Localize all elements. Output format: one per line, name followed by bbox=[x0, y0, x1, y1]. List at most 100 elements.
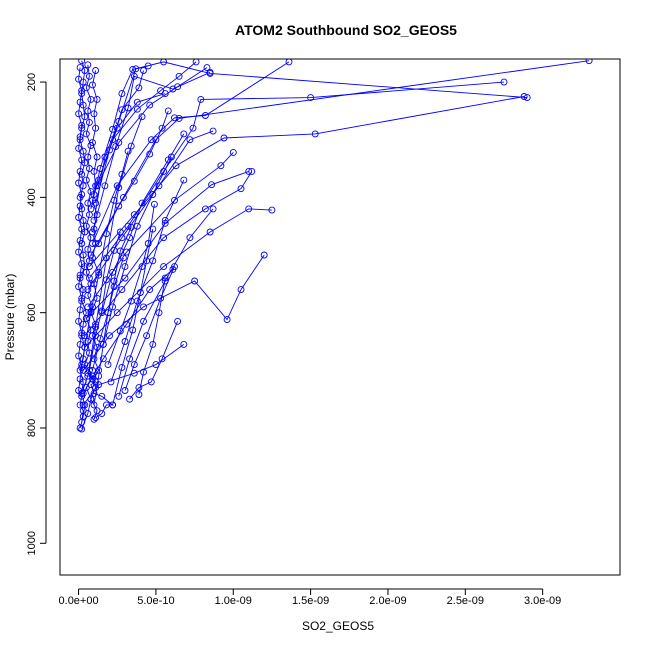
data-point bbox=[93, 211, 101, 219]
data-point bbox=[76, 133, 84, 141]
series-line bbox=[92, 61, 290, 244]
plot-frame bbox=[59, 58, 621, 576]
data-point bbox=[192, 59, 200, 66]
data-point bbox=[106, 146, 113, 154]
data-point bbox=[85, 274, 93, 282]
data-point bbox=[206, 228, 214, 236]
data-point bbox=[161, 274, 169, 282]
data-point bbox=[180, 130, 188, 138]
data-point bbox=[208, 181, 216, 189]
data-point bbox=[82, 130, 90, 138]
series-line bbox=[85, 170, 249, 319]
series-16 bbox=[87, 59, 593, 259]
data-point bbox=[84, 303, 92, 311]
data-point bbox=[78, 389, 86, 397]
series-36 bbox=[90, 254, 127, 409]
data-point bbox=[180, 340, 188, 348]
y-axis: 200 400 600 800 1000 bbox=[26, 73, 47, 556]
series-15 bbox=[85, 93, 528, 271]
data-point bbox=[172, 162, 180, 170]
data-point bbox=[116, 327, 124, 335]
data-point bbox=[174, 317, 182, 325]
data-point bbox=[149, 191, 157, 198]
data-point bbox=[118, 363, 126, 371]
data-point bbox=[124, 147, 132, 155]
data-point bbox=[84, 286, 92, 294]
data-point bbox=[78, 425, 86, 433]
series-32 bbox=[135, 274, 169, 398]
series-18 bbox=[89, 68, 214, 236]
data-point bbox=[98, 307, 106, 315]
data-point bbox=[135, 84, 143, 92]
data-point bbox=[201, 205, 209, 213]
series-line bbox=[138, 278, 166, 395]
data-point bbox=[95, 176, 103, 184]
data-point bbox=[102, 254, 110, 262]
data-point bbox=[191, 277, 199, 285]
data-point bbox=[85, 118, 93, 126]
series-line bbox=[129, 321, 179, 400]
data-point bbox=[92, 124, 100, 132]
data-point bbox=[237, 185, 245, 193]
data-point bbox=[75, 352, 83, 360]
series-line bbox=[78, 67, 84, 423]
data-point bbox=[76, 64, 84, 72]
data-point bbox=[102, 230, 110, 238]
data-point bbox=[78, 121, 86, 129]
data-point bbox=[268, 206, 276, 214]
series-line bbox=[98, 93, 166, 181]
data-point bbox=[136, 289, 144, 296]
data-point bbox=[161, 90, 169, 98]
series-line bbox=[84, 171, 253, 336]
data-point bbox=[175, 114, 183, 122]
data-point bbox=[84, 153, 92, 161]
data-point bbox=[75, 179, 83, 187]
data-point bbox=[84, 107, 92, 115]
data-point bbox=[104, 309, 112, 317]
series-line bbox=[110, 179, 185, 383]
data-point bbox=[143, 332, 151, 340]
data-point bbox=[99, 355, 107, 363]
data-point bbox=[174, 83, 182, 91]
data-point bbox=[76, 271, 84, 279]
data-point bbox=[87, 251, 95, 259]
data-point bbox=[140, 368, 147, 376]
series-line bbox=[93, 257, 124, 405]
x-tick-label: 2.5e-09 bbox=[447, 595, 484, 607]
data-point bbox=[285, 59, 293, 66]
data-point bbox=[144, 240, 152, 247]
data-point bbox=[161, 216, 169, 224]
data-point bbox=[92, 323, 100, 331]
x-tick-label: 3.0e-09 bbox=[524, 595, 561, 607]
series-28 bbox=[107, 176, 188, 386]
data-point bbox=[121, 387, 129, 394]
data-point bbox=[135, 391, 143, 398]
y-tick-label: 200 bbox=[26, 73, 38, 91]
data-point bbox=[146, 101, 154, 109]
data-point bbox=[138, 263, 146, 271]
data-point bbox=[201, 112, 209, 119]
data-point bbox=[121, 263, 129, 271]
data-point bbox=[197, 95, 205, 103]
data-point bbox=[89, 81, 96, 89]
data-point bbox=[78, 418, 86, 426]
series-line bbox=[101, 133, 185, 313]
data-point bbox=[140, 317, 147, 325]
data-point bbox=[127, 223, 135, 231]
data-point bbox=[149, 225, 157, 233]
data-point bbox=[87, 205, 95, 213]
data-point bbox=[78, 260, 86, 268]
data-point bbox=[150, 200, 158, 208]
data-point bbox=[130, 361, 138, 369]
plot-area bbox=[75, 59, 593, 433]
data-point bbox=[523, 94, 531, 102]
data-point bbox=[98, 410, 106, 418]
series-line bbox=[92, 227, 132, 371]
data-point bbox=[155, 309, 163, 317]
series-line bbox=[107, 204, 155, 365]
data-point bbox=[93, 153, 101, 161]
y-tick-label: 1000 bbox=[26, 531, 38, 555]
data-point bbox=[95, 271, 103, 279]
data-point bbox=[152, 136, 160, 144]
data-point bbox=[144, 62, 152, 70]
